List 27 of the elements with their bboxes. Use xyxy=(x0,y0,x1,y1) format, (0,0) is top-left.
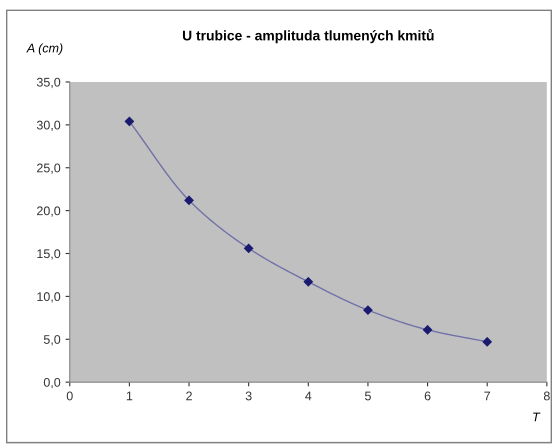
x-tick-label: 1 xyxy=(126,392,132,400)
y-axis-title: A (cm) xyxy=(26,43,62,55)
x-tick-label: 0 xyxy=(66,392,73,400)
x-tick-label: 3 xyxy=(246,392,252,400)
y-tick-label: 5,0 xyxy=(44,335,60,346)
point xyxy=(363,305,373,315)
point xyxy=(422,325,432,334)
point xyxy=(482,337,492,346)
y-tick-label: 35,0 xyxy=(36,78,60,88)
point xyxy=(184,196,194,205)
y-tick-label: 10,0 xyxy=(37,292,60,303)
y-tick-label: 30,0 xyxy=(36,120,60,131)
chart-title: U trubice - amplituda tlumených kmitů xyxy=(182,29,434,44)
y-tick-label: 15,0 xyxy=(37,249,60,260)
x-tick-label: 6 xyxy=(424,392,430,400)
y-tick-label: 20,0 xyxy=(37,206,60,217)
y-tick-label: 25,0 xyxy=(37,164,60,174)
x-tick-label: 8 xyxy=(544,392,550,400)
x-tick-label: 7 xyxy=(484,392,490,400)
point xyxy=(304,277,313,286)
x-tick-label: 2 xyxy=(186,392,192,400)
x-axis-title: T xyxy=(533,412,540,422)
x-tick-label: 4 xyxy=(305,392,312,400)
point xyxy=(124,116,134,126)
y-tick-label: 0,0 xyxy=(44,378,60,388)
point xyxy=(244,244,254,253)
x-tick-label: 5 xyxy=(364,392,371,400)
